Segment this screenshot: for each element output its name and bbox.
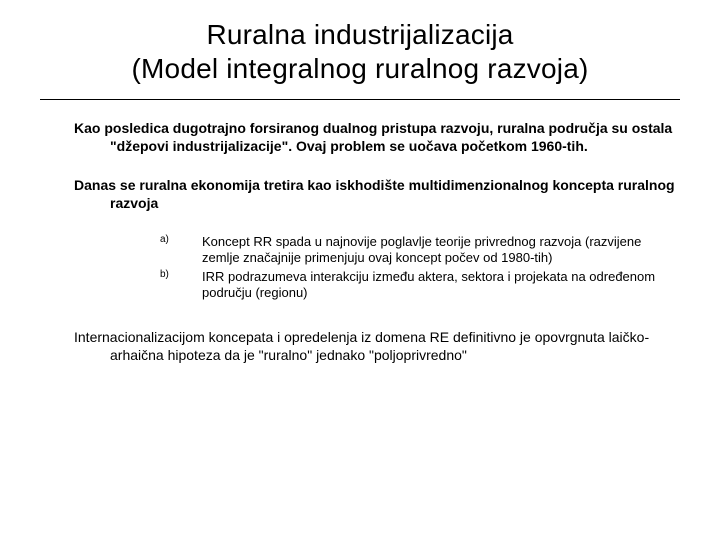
slide-title: Ruralna industrijalizacija (Model integr… bbox=[40, 18, 680, 85]
title-line-2: (Model integralnog ruralnog razvoja) bbox=[132, 53, 589, 84]
list-text-a: Koncept RR spada u najnovije poglavlje t… bbox=[202, 234, 641, 265]
paragraph-1: Kao posledica dugotrajno forsiranog dual… bbox=[40, 120, 680, 155]
list-marker-a: a) bbox=[160, 234, 169, 247]
list-item: a) Koncept RR spada u najnovije poglavlj… bbox=[160, 234, 680, 267]
paragraph-2: Danas se ruralna ekonomija tretira kao i… bbox=[40, 177, 680, 212]
title-divider bbox=[40, 99, 680, 100]
slide-container: Ruralna industrijalizacija (Model integr… bbox=[0, 0, 720, 540]
list-item: b) IRR podrazumeva interakciju između ak… bbox=[160, 269, 680, 302]
list-marker-b: b) bbox=[160, 269, 169, 282]
paragraph-3: Internacionalizacijom koncepata i oprede… bbox=[40, 329, 680, 364]
list-text-b: IRR podrazumeva interakciju između akter… bbox=[202, 269, 655, 300]
title-line-1: Ruralna industrijalizacija bbox=[206, 19, 513, 50]
sublist: a) Koncept RR spada u najnovije poglavlj… bbox=[40, 234, 680, 301]
